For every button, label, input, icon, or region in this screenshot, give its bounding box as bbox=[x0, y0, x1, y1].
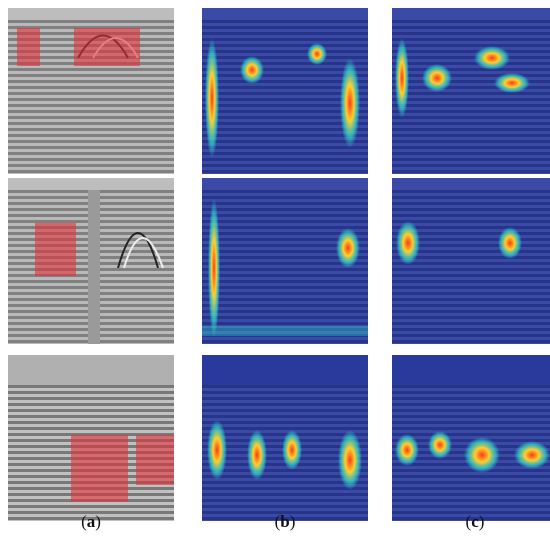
heatmap-row1-b bbox=[202, 8, 368, 174]
gpr-image-row3-annotated bbox=[8, 355, 174, 521]
caption-c: (c) bbox=[465, 512, 485, 531]
heatmap-row2-b bbox=[202, 178, 368, 344]
caption-b: (b) bbox=[274, 512, 296, 531]
annotation-box bbox=[74, 28, 140, 66]
heatmap-row3-c bbox=[392, 355, 550, 521]
gpr-image-row2-annotated bbox=[8, 178, 174, 344]
caption-a: (a) bbox=[81, 512, 101, 531]
annotation-box bbox=[71, 435, 128, 502]
heatmap-row2-c bbox=[392, 178, 550, 344]
annotation-box bbox=[136, 435, 174, 485]
heatmap-row3-b bbox=[202, 355, 368, 521]
annotation-box bbox=[35, 223, 76, 276]
annotation-box bbox=[17, 28, 40, 66]
gpr-image-row1-annotated bbox=[8, 8, 174, 174]
heatmap-row1-c bbox=[392, 8, 550, 174]
